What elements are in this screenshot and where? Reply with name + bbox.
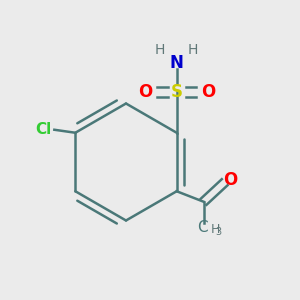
Text: N: N — [170, 54, 184, 72]
Text: O: O — [223, 171, 237, 189]
Text: H: H — [210, 223, 220, 236]
Text: Cl: Cl — [35, 122, 51, 137]
Text: C: C — [197, 220, 208, 235]
Text: O: O — [201, 83, 215, 101]
Text: 3: 3 — [215, 227, 221, 237]
Text: H: H — [155, 43, 165, 57]
Text: H: H — [188, 43, 198, 57]
Text: S: S — [171, 83, 183, 101]
Text: O: O — [138, 83, 152, 101]
